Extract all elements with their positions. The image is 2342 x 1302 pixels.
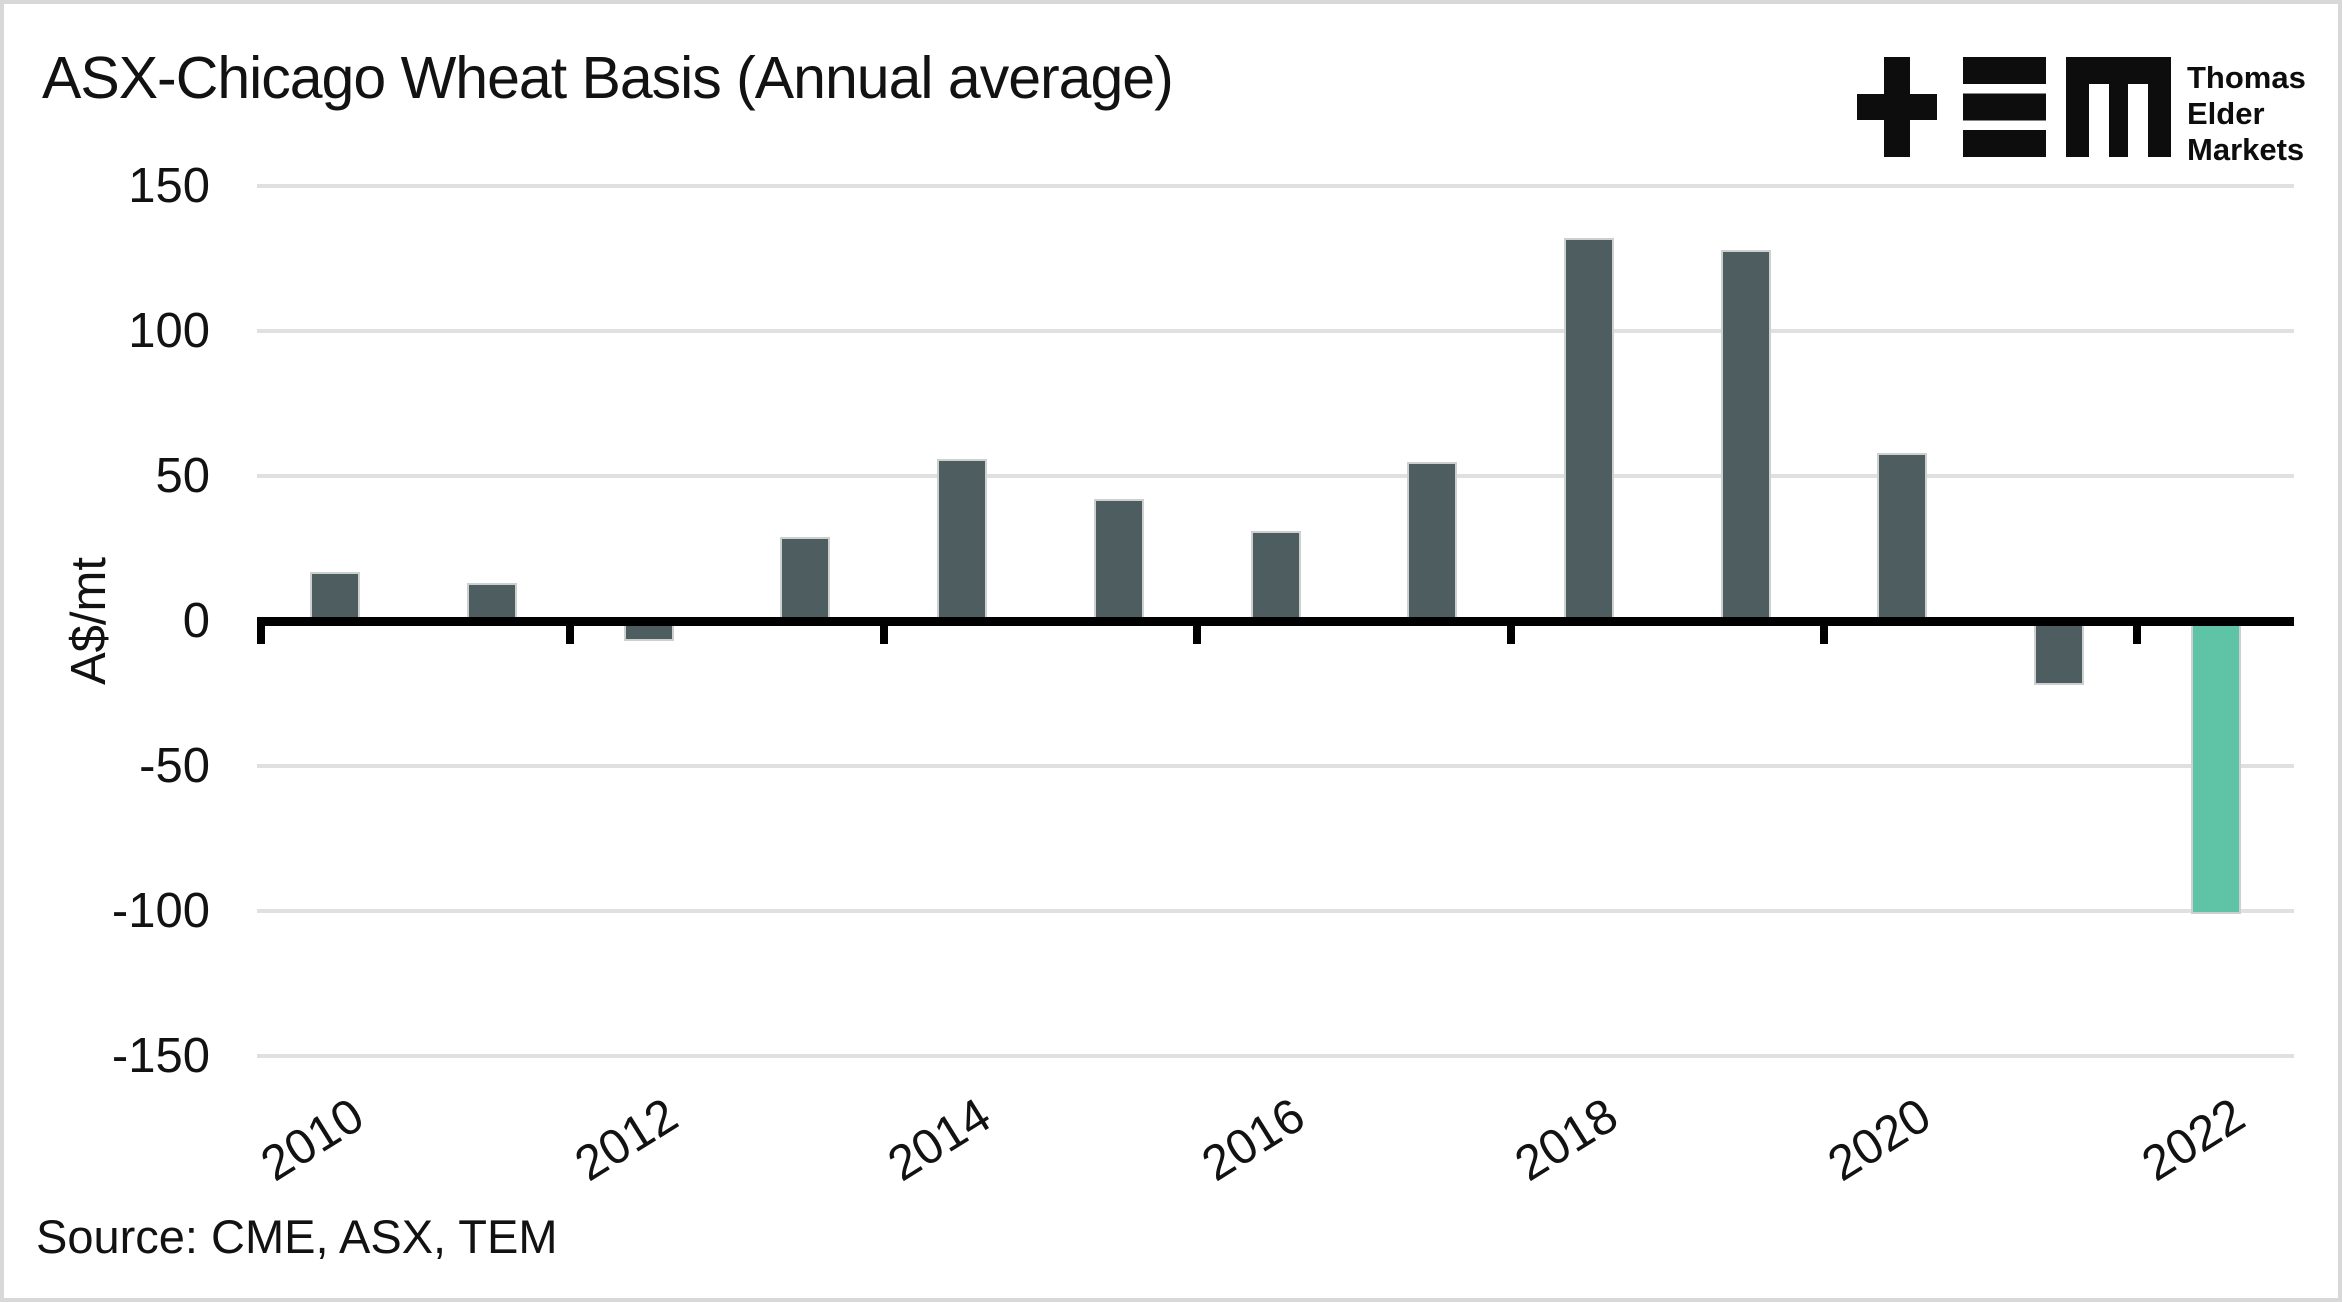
- y-tick-label: 150: [128, 159, 210, 213]
- bar-2021: [2033, 621, 2084, 685]
- bar-2019: [1720, 249, 1771, 621]
- gridline-100: [257, 329, 2294, 333]
- bar-2015: [1093, 499, 1144, 621]
- chart-title: ASX-Chicago Wheat Basis (Annual average): [42, 45, 1174, 111]
- y-tick-label: -100: [111, 884, 210, 938]
- x-tick-label: 2016: [1192, 1088, 1314, 1192]
- plus-icon: [1857, 57, 1937, 157]
- logo-line-1: Thomas: [2187, 60, 2306, 95]
- x-tick-label: 2022: [2132, 1088, 2254, 1192]
- gridline-150: [257, 184, 2294, 188]
- x-axis-tick: [257, 617, 265, 644]
- x-axis-tick: [2133, 617, 2142, 644]
- y-tick-label: 50: [155, 449, 210, 503]
- bar-2013: [780, 536, 831, 621]
- logo-line-2: Elder: [2187, 96, 2265, 131]
- x-tick-label: 2018: [1505, 1088, 1627, 1192]
- source-note: Source: CME, ASX, TEM: [36, 1210, 558, 1263]
- bar-2018: [1563, 238, 1614, 621]
- x-axis-tick: [1819, 617, 1828, 644]
- gridline--150: [257, 1054, 2294, 1058]
- x-axis-tick: [1193, 617, 1202, 644]
- y-tick-label: 100: [128, 304, 210, 358]
- bar-2022: [2190, 621, 2241, 914]
- y-tick-label: 0: [182, 594, 210, 648]
- logo-line-3: Markets: [2187, 132, 2305, 167]
- gridline-50: [257, 474, 2294, 478]
- x-axis-tick: [566, 617, 575, 644]
- m-block-icon: [2066, 57, 2171, 157]
- bar-2014: [937, 458, 988, 621]
- bar-2010: [310, 571, 361, 621]
- bar-2017: [1407, 461, 1458, 621]
- x-tick-label: 2014: [879, 1088, 1001, 1192]
- bar-2011: [467, 583, 518, 621]
- tem-logo: Thomas Elder Markets: [1857, 57, 2319, 167]
- bar-2020: [1877, 452, 1928, 621]
- x-axis-line: [257, 617, 2294, 626]
- bar-2016: [1250, 531, 1301, 621]
- x-axis-tick: [1506, 617, 1515, 644]
- gridline--50: [257, 764, 2294, 768]
- triple-bar-icon: [1963, 57, 2046, 157]
- tem-logo-text: Thomas Elder Markets: [2187, 57, 2306, 168]
- gridline--100: [257, 909, 2294, 913]
- x-tick-label: 2020: [1819, 1088, 1941, 1192]
- tem-logo-mark: [1857, 57, 2171, 157]
- x-axis-tick: [879, 617, 888, 644]
- plot-area: 2010 2012 2014 2016 2018 2020 2022: [252, 184, 2294, 1192]
- y-tick-label: -50: [139, 739, 210, 793]
- y-tick-label: -150: [111, 1029, 210, 1083]
